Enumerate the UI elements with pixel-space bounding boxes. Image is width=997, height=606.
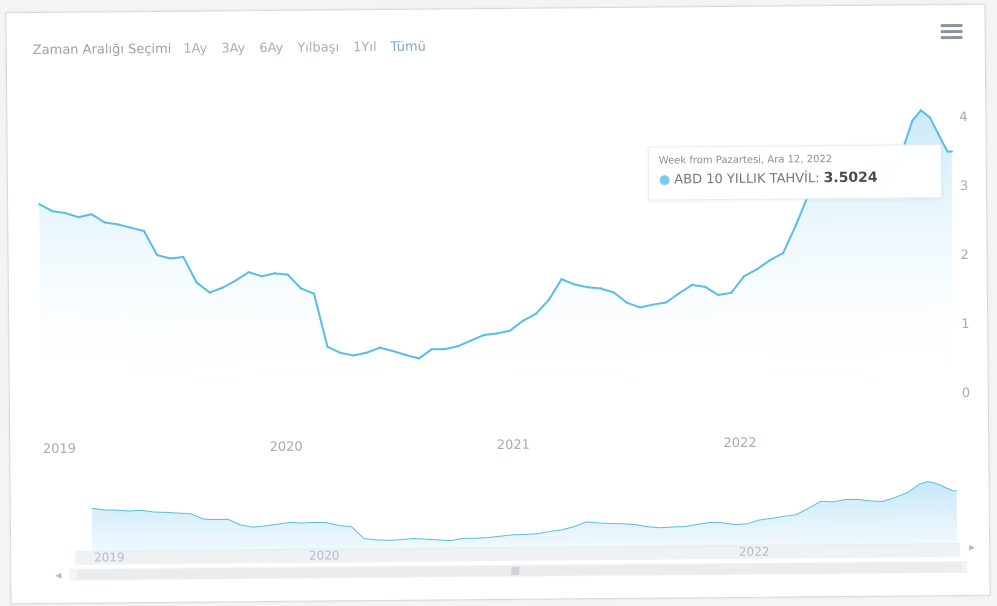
scrollbar-right-arrow-icon[interactable]: ▸ xyxy=(969,540,975,554)
data-point xyxy=(339,351,342,355)
x-tick-label: 2020 xyxy=(270,440,303,455)
tooltip-date: Week from Pazartesi, Ara 12, 2022 xyxy=(658,154,833,167)
data-point xyxy=(260,275,263,278)
data-point xyxy=(155,253,159,257)
data-point xyxy=(168,257,172,260)
data-point xyxy=(599,287,602,290)
data-point xyxy=(928,116,931,119)
data-point xyxy=(247,270,250,274)
data-point xyxy=(312,292,316,295)
data-point xyxy=(64,211,67,215)
data-point xyxy=(142,229,146,233)
data-point xyxy=(129,226,133,229)
data-point xyxy=(703,285,707,289)
data-point xyxy=(286,273,289,276)
navigator-mask xyxy=(75,542,961,565)
series-area-fill xyxy=(39,110,954,401)
tooltip-series-row: ● ABD 10 YILLIK TAHVİL: 3.5024 xyxy=(659,170,878,188)
data-point xyxy=(625,301,629,304)
data-point xyxy=(677,292,681,295)
data-point xyxy=(717,293,720,297)
data-point xyxy=(781,251,785,255)
data-point xyxy=(90,213,93,216)
data-point xyxy=(919,109,923,112)
navigator-tick-label: 2020 xyxy=(309,548,340,562)
x-tick-label: 2021 xyxy=(497,438,530,453)
data-point xyxy=(430,348,433,351)
data-point xyxy=(443,347,447,351)
data-point xyxy=(690,283,694,287)
data-point xyxy=(469,339,473,342)
data-point xyxy=(77,215,80,219)
tooltip-series-name: ABD 10 YILLIK TAHVİL: xyxy=(674,171,820,188)
data-point xyxy=(38,203,41,206)
data-point xyxy=(911,119,914,122)
data-point xyxy=(234,279,237,282)
navigator[interactable]: 2019 2020 2022 ◂ ▸ xyxy=(55,481,976,582)
data-point xyxy=(391,349,394,353)
data-point xyxy=(326,345,329,348)
x-tick-label: 2022 xyxy=(723,436,756,451)
data-point xyxy=(116,223,119,226)
y-tick-label: 0 xyxy=(962,386,970,401)
navigator-area xyxy=(91,481,958,553)
data-point xyxy=(573,283,576,286)
y-tick-label: 4 xyxy=(959,110,967,125)
data-point xyxy=(534,312,537,316)
navigator-line xyxy=(91,481,957,542)
series-dot-icon: ● xyxy=(658,172,671,188)
data-point xyxy=(521,319,525,323)
data-point xyxy=(51,209,54,213)
tooltip: Week from Pazartesi, Ara 12, 2022 ● ABD 1… xyxy=(647,144,943,201)
data-point xyxy=(768,258,772,262)
data-point xyxy=(103,221,106,224)
y-tick-label: 2 xyxy=(961,248,969,263)
data-point xyxy=(456,345,460,348)
y-tick-label: 3 xyxy=(960,179,968,194)
y-tick-label: 1 xyxy=(961,317,969,332)
data-point xyxy=(560,277,563,281)
data-point xyxy=(742,274,746,278)
data-point xyxy=(612,291,616,294)
data-point xyxy=(378,346,381,349)
data-point xyxy=(638,306,642,309)
x-axis: 2019 2020 2021 2022 xyxy=(43,436,757,457)
data-point xyxy=(208,291,211,294)
data-point xyxy=(937,133,940,136)
data-point xyxy=(664,301,668,304)
data-point xyxy=(195,281,198,284)
scrollbar-grip-icon[interactable] xyxy=(511,566,520,575)
data-point xyxy=(365,351,368,354)
scrollbar-left-arrow-icon[interactable]: ◂ xyxy=(55,568,61,582)
data-point xyxy=(755,267,759,271)
data-point xyxy=(417,357,421,360)
y-axis: 0 1 2 3 4 xyxy=(959,110,970,401)
chart-frame: Zaman Aralığı Seçimi 1Ay 3Ay 6Ay Yılbaşı… xyxy=(5,3,991,605)
data-point xyxy=(586,286,589,289)
data-point xyxy=(946,150,949,153)
navigator-tick-label: 2019 xyxy=(94,550,125,564)
data-point xyxy=(508,329,512,332)
data-point xyxy=(404,353,407,357)
scrollbar-thumb[interactable] xyxy=(77,561,962,580)
data-point xyxy=(182,255,185,259)
data-point xyxy=(482,333,486,337)
data-point xyxy=(273,272,276,275)
x-tick-label: 2019 xyxy=(43,442,76,457)
navigator-tick-label: 2022 xyxy=(739,545,770,559)
chart-canvas: 0 1 2 3 4 2019 2020 2021 2022 2019 2020 2022 ◂ ▸ xyxy=(38,109,976,582)
data-point xyxy=(547,298,550,302)
tooltip-value: 3.5024 xyxy=(823,169,878,187)
data-point xyxy=(730,291,733,295)
data-point xyxy=(651,303,655,306)
data-point xyxy=(352,354,355,357)
data-point xyxy=(495,332,499,335)
data-point xyxy=(299,287,303,290)
data-point xyxy=(221,286,224,289)
data-point xyxy=(794,224,798,227)
data-point xyxy=(950,150,953,153)
